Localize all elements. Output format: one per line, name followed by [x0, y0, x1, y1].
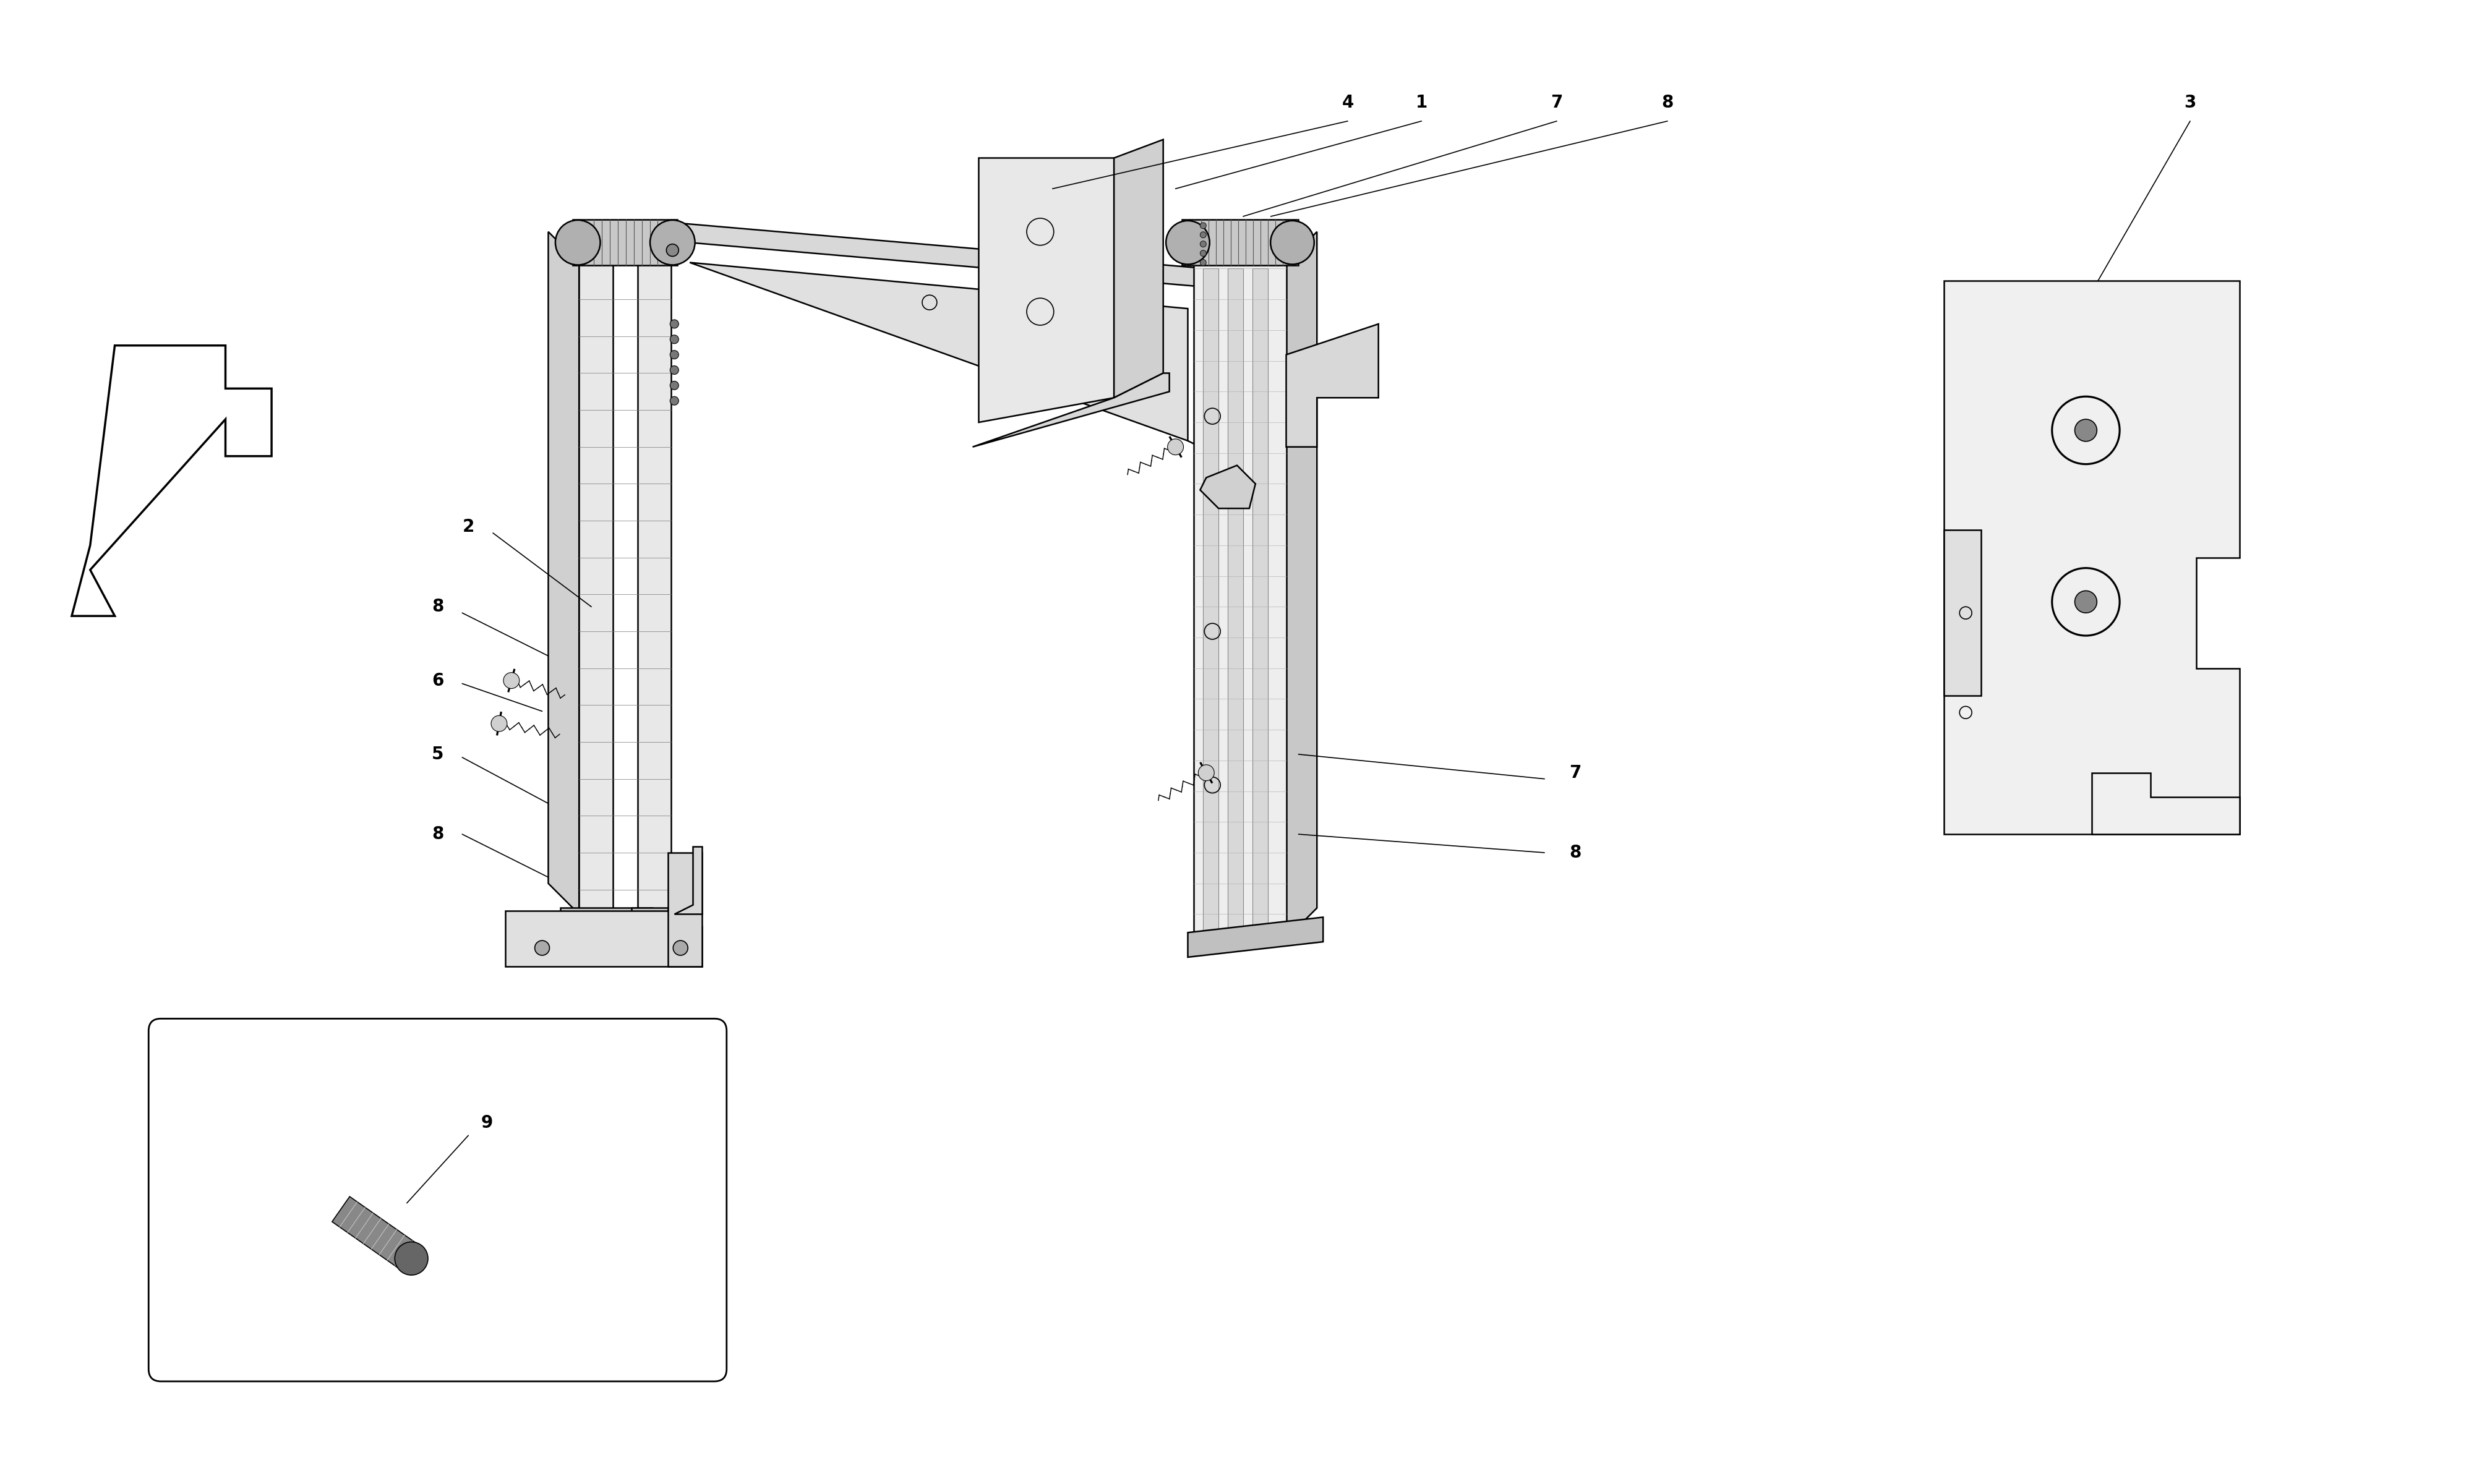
Text: 8: 8: [1663, 93, 1672, 111]
Polygon shape: [1195, 263, 1286, 939]
Polygon shape: [1183, 220, 1299, 266]
Circle shape: [1200, 240, 1207, 248]
Circle shape: [1200, 232, 1207, 237]
Circle shape: [670, 365, 678, 374]
Circle shape: [2076, 591, 2098, 613]
Circle shape: [670, 335, 678, 344]
Circle shape: [1197, 764, 1215, 781]
Circle shape: [396, 1242, 428, 1275]
Bar: [562, 908, 653, 932]
Circle shape: [1200, 251, 1207, 257]
Text: 1: 1: [1415, 93, 1427, 111]
Polygon shape: [1227, 269, 1242, 932]
Polygon shape: [332, 1196, 421, 1272]
Polygon shape: [670, 223, 1207, 286]
Polygon shape: [668, 853, 703, 966]
Text: 9: 9: [480, 1114, 492, 1132]
Text: 7: 7: [1569, 764, 1581, 782]
Circle shape: [554, 220, 601, 266]
Circle shape: [1168, 439, 1183, 456]
Text: 6: 6: [430, 672, 443, 689]
Polygon shape: [1286, 324, 1378, 447]
Text: 8: 8: [1569, 844, 1581, 861]
Circle shape: [670, 350, 678, 359]
Text: 7: 7: [1551, 93, 1564, 111]
Polygon shape: [1252, 269, 1267, 932]
Text: 5: 5: [430, 745, 443, 763]
Polygon shape: [1945, 280, 2239, 834]
Polygon shape: [690, 263, 1188, 441]
Circle shape: [492, 715, 507, 732]
Text: 4: 4: [1341, 93, 1353, 111]
Circle shape: [670, 396, 678, 405]
Polygon shape: [2091, 773, 2239, 834]
Circle shape: [534, 941, 549, 956]
FancyBboxPatch shape: [148, 1018, 727, 1382]
Polygon shape: [1113, 139, 1163, 398]
Text: 3: 3: [2185, 93, 2197, 111]
Circle shape: [1165, 221, 1210, 264]
Circle shape: [1200, 260, 1207, 266]
Polygon shape: [638, 263, 670, 914]
Polygon shape: [1945, 530, 1982, 696]
Text: 8: 8: [430, 825, 443, 843]
Polygon shape: [1188, 917, 1324, 957]
Circle shape: [670, 381, 678, 390]
Polygon shape: [972, 372, 1170, 447]
Polygon shape: [72, 346, 272, 616]
Circle shape: [2076, 420, 2098, 441]
Polygon shape: [574, 220, 678, 266]
Polygon shape: [579, 263, 614, 914]
Polygon shape: [1286, 232, 1316, 939]
Circle shape: [1200, 223, 1207, 229]
Polygon shape: [505, 911, 703, 966]
Polygon shape: [980, 157, 1113, 423]
Polygon shape: [1202, 269, 1220, 932]
Polygon shape: [1200, 466, 1254, 509]
Circle shape: [651, 220, 695, 266]
Polygon shape: [675, 846, 703, 914]
Circle shape: [666, 243, 678, 257]
Circle shape: [502, 672, 520, 689]
Text: 2: 2: [463, 518, 475, 536]
Text: 8: 8: [430, 598, 443, 616]
Circle shape: [673, 941, 688, 956]
Circle shape: [1272, 221, 1314, 264]
Bar: [631, 908, 668, 932]
Polygon shape: [549, 232, 579, 914]
Circle shape: [670, 319, 678, 328]
